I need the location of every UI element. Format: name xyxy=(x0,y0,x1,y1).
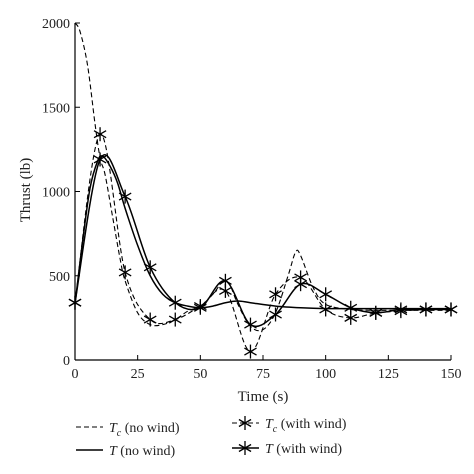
series-4-marker xyxy=(219,273,232,288)
x-axis-title: Time (s) xyxy=(238,389,289,405)
y-tick-label: 2000 xyxy=(42,17,70,32)
series-4-marker xyxy=(269,307,282,322)
series-line-4 xyxy=(74,154,451,328)
plot-lines xyxy=(74,22,452,353)
legend-item-3: Tc (with wind) xyxy=(232,416,347,435)
legend-item-1: Tc (no wind) xyxy=(76,421,180,439)
series-line-1 xyxy=(74,22,451,332)
legend: Tc (no wind) T (no wind) Tc (with wind) T (… xyxy=(76,416,347,459)
legend-label: T (with wind) xyxy=(265,442,342,457)
series-4-marker xyxy=(344,300,358,315)
legend-label: Tc (no wind) xyxy=(109,421,180,439)
series-4-marker xyxy=(168,295,182,310)
series-3-marker xyxy=(118,265,132,280)
legend-label: T (no wind) xyxy=(109,444,175,459)
series-4-marker xyxy=(294,277,307,292)
series-4-marker xyxy=(193,300,207,315)
series-line-2 xyxy=(74,155,451,310)
series-4-marker xyxy=(244,317,257,332)
series-3-marker xyxy=(319,302,333,317)
series-4-marker xyxy=(444,302,458,317)
series-3-marker xyxy=(143,312,157,327)
x-tick-label: 150 xyxy=(441,367,462,382)
series-4-marker xyxy=(419,302,433,317)
axes: 0 25 50 75 100 125 150 0 500 1000 1500 2000 xyxy=(42,17,462,382)
series-3-marker xyxy=(269,287,282,302)
plot-markers xyxy=(68,127,458,359)
x-ticks: 0 25 50 75 100 125 150 xyxy=(72,355,462,382)
series-4-marker xyxy=(143,260,157,275)
legend-label: Tc (with wind) xyxy=(265,417,347,435)
legend-item-4: T (with wind) xyxy=(232,441,342,457)
y-tick-label: 1500 xyxy=(42,101,70,116)
x-tick-label: 125 xyxy=(378,367,399,382)
series-4-marker xyxy=(118,189,132,204)
series-3-marker xyxy=(244,344,257,359)
x-tick-label: 25 xyxy=(131,367,145,382)
series-line-3 xyxy=(74,133,452,353)
legend-item-2: T (no wind) xyxy=(76,444,175,459)
y-tick-label: 500 xyxy=(49,270,70,285)
x-tick-label: 100 xyxy=(315,367,336,382)
y-ticks: 0 500 1000 1500 2000 xyxy=(42,17,80,369)
y-tick-label: 0 xyxy=(63,354,70,369)
y-tick-label: 1000 xyxy=(42,186,70,201)
series-3-marker xyxy=(93,127,107,142)
legend-marker xyxy=(238,441,252,455)
y-axis-title: Thrust (lb) xyxy=(18,158,34,223)
series-4-marker xyxy=(394,302,408,317)
series-4-marker xyxy=(319,287,333,302)
x-tick-label: 75 xyxy=(256,367,270,382)
series-4-marker xyxy=(369,305,383,320)
legend-marker xyxy=(238,416,252,430)
series-3-marker xyxy=(168,312,182,327)
x-tick-label: 0 xyxy=(72,367,79,382)
series-4-marker xyxy=(93,152,107,167)
x-tick-label: 50 xyxy=(193,367,207,382)
